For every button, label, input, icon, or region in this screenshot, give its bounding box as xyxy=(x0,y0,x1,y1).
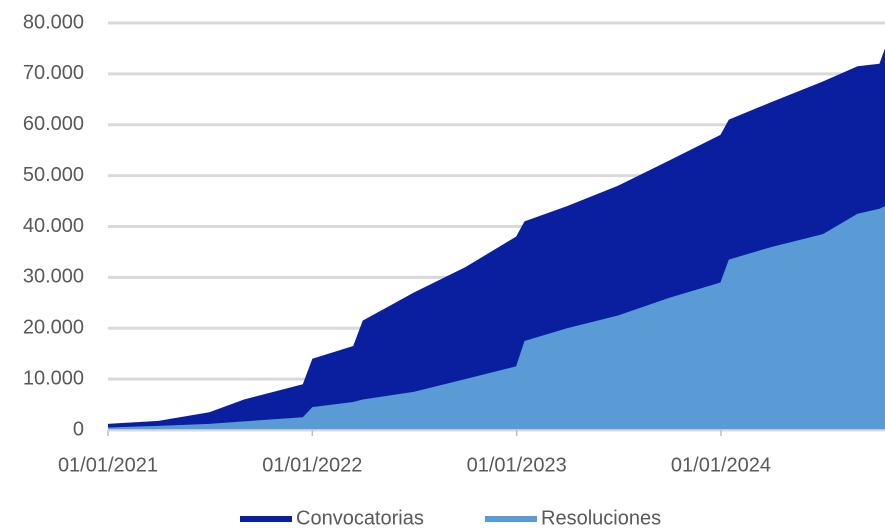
x-tick-label: 01/01/2022 xyxy=(262,454,362,476)
area xyxy=(108,206,885,430)
y-tick-label: 30.000 xyxy=(23,266,84,288)
y-tick-label: 80.000 xyxy=(23,11,84,33)
x-tick-label: 01/01/2024 xyxy=(671,454,771,476)
y-tick-label: 10.000 xyxy=(23,367,84,389)
legend-label: Resoluciones xyxy=(541,507,661,529)
x-tick-label: 01/01/2021 xyxy=(58,454,158,476)
y-tick-label: 50.000 xyxy=(23,164,84,186)
y-tick-label: 70.000 xyxy=(23,62,84,84)
x-tick-label: 01/01/2023 xyxy=(467,454,567,476)
y-tick-label: 20.000 xyxy=(23,317,84,339)
legend-label: Convocatorias xyxy=(296,507,424,529)
y-tick-label: 60.000 xyxy=(23,113,84,135)
y-tick-label: 0 xyxy=(73,418,84,440)
y-tick-label: 40.000 xyxy=(23,215,84,237)
